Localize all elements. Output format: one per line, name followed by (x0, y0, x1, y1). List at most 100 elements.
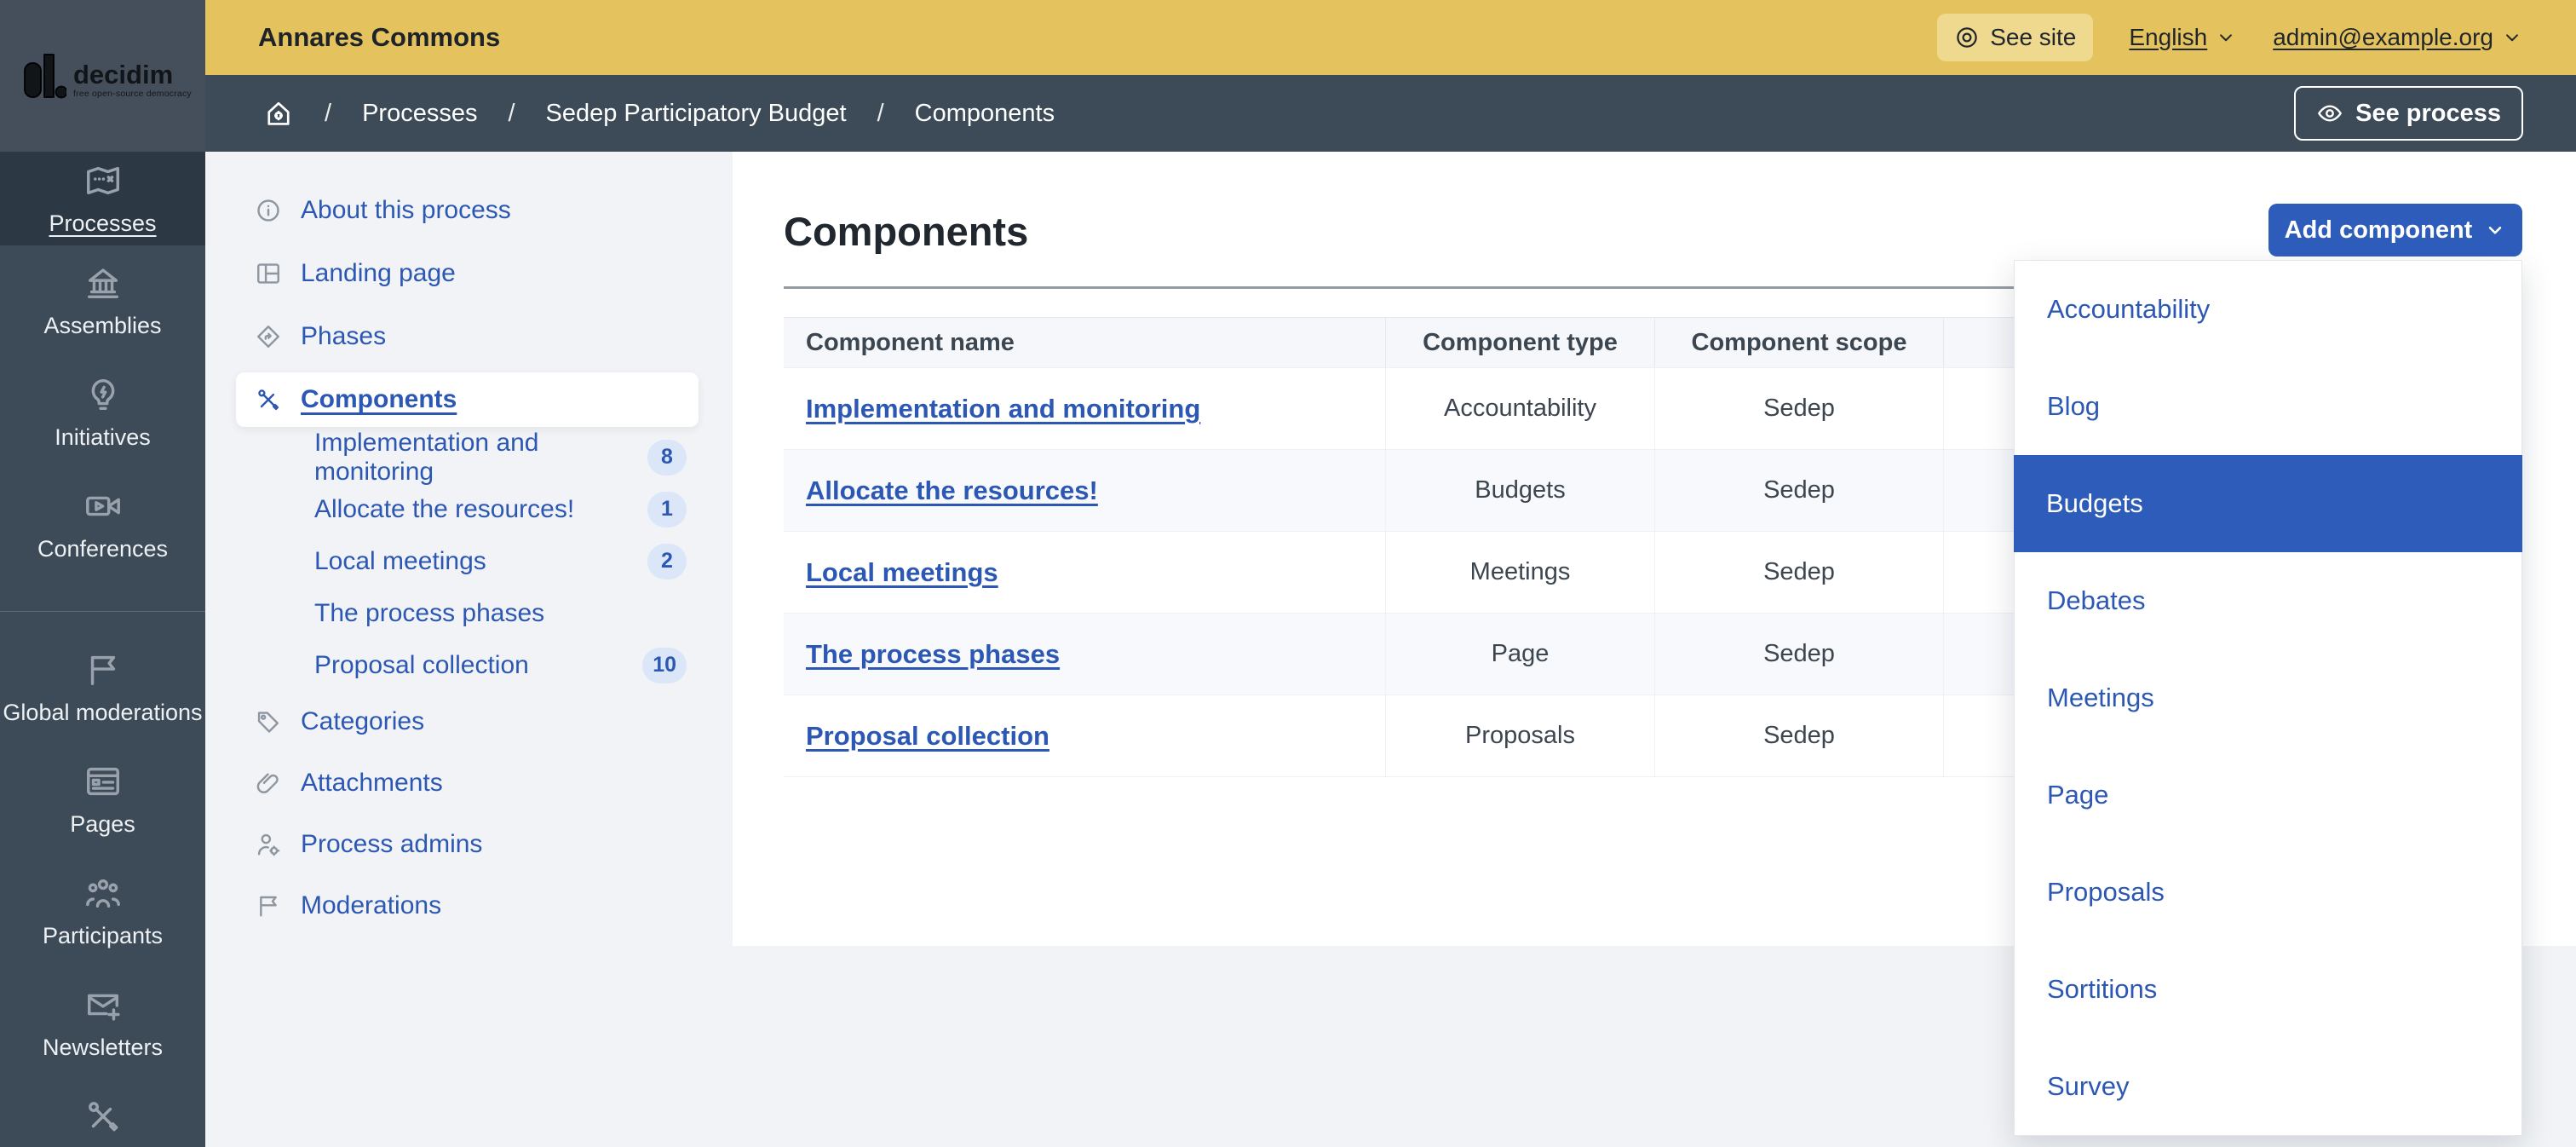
add-component-dropdown: Accountability Blog Budgets Debates Meet… (2014, 260, 2522, 1136)
flag-icon (83, 650, 123, 689)
language-menu[interactable]: English (2129, 24, 2237, 51)
dropdown-item-accountability[interactable]: Accountability (2047, 294, 2211, 324)
page-title: Components (784, 209, 1029, 254)
nav-item-process-admins[interactable]: Process admins (205, 814, 733, 875)
component-link[interactable]: Proposal collection (806, 720, 1049, 751)
component-type: Budgets (1386, 450, 1655, 531)
breadcrumb-separator: / (508, 99, 515, 127)
nav-item-label: Process admins (301, 830, 483, 858)
add-component-button[interactable]: Add component (2268, 204, 2522, 256)
sidebar-item-assemblies[interactable]: Assemblies (0, 245, 205, 357)
nav-item-landing-page[interactable]: Landing page (205, 242, 733, 305)
column-header-name: Component name (784, 318, 1386, 367)
nav-subitem-label: Proposal collection (314, 650, 529, 679)
account-menu[interactable]: admin@example.org (2273, 24, 2523, 51)
dropdown-item-proposals[interactable]: Proposals (2047, 877, 2165, 907)
mail-add-icon (83, 985, 123, 1024)
chevron-down-icon (2501, 26, 2523, 49)
sidebar-item-label: Pages (70, 811, 135, 837)
dropdown-item-debates[interactable]: Debates (2047, 585, 2146, 615)
dropdown-item-blog[interactable]: Blog (2047, 391, 2101, 421)
nav-subitem-local-meetings[interactable]: Local meetings 2 (205, 535, 733, 587)
add-component-label: Add component (2284, 216, 2473, 244)
nav-item-attachments[interactable]: Attachments (205, 752, 733, 814)
see-process-button[interactable]: See process (2294, 86, 2523, 141)
nav-subitem-process-phases[interactable]: The process phases (205, 587, 733, 639)
sidebar-item-label: Newsletters (42, 1035, 164, 1060)
see-site-label: See site (1990, 24, 2077, 50)
component-link[interactable]: The process phases (806, 638, 1061, 669)
flag-icon (255, 892, 282, 919)
nav-item-label: Attachments (301, 769, 443, 797)
language-label: English (2129, 24, 2208, 50)
sidebar-item-settings[interactable]: Settings (0, 1079, 205, 1147)
paperclip-icon (255, 769, 282, 797)
sidebar-item-conferences[interactable]: Conferences (0, 469, 205, 580)
dropdown-item-budgets[interactable]: Budgets (2014, 455, 2522, 552)
organization-name: Annares Commons (258, 22, 501, 52)
brand-name: decidim (73, 60, 174, 89)
breadcrumb-processes[interactable]: Processes (362, 99, 478, 127)
component-scope: Sedep (1655, 614, 1944, 695)
breadcrumb-bar: / Processes / Sedep Participatory Budget… (205, 75, 2576, 152)
people-group-icon (83, 873, 123, 913)
breadcrumb-separator: / (877, 99, 884, 127)
component-link[interactable]: Local meetings (806, 556, 998, 587)
component-type: Page (1386, 614, 1655, 695)
sidebar-item-processes[interactable]: Processes (0, 152, 205, 245)
price-tag-icon (255, 708, 282, 735)
nav-subitem-allocate-resources[interactable]: Allocate the resources! 1 (205, 483, 733, 535)
see-site-button[interactable]: See site (1937, 14, 2094, 61)
dropdown-item-survey[interactable]: Survey (2047, 1071, 2130, 1101)
nav-item-moderations[interactable]: Moderations (205, 875, 733, 937)
table-row: Implementation and monitoring Accountabi… (784, 367, 2517, 449)
nav-item-components[interactable]: Components (236, 372, 699, 427)
nav-item-phases[interactable]: Phases (205, 305, 733, 368)
component-type: Proposals (1386, 695, 1655, 776)
dropdown-item-sortitions[interactable]: Sortitions (2047, 974, 2158, 1004)
component-link[interactable]: Implementation and monitoring (806, 393, 1201, 424)
nav-item-label: Moderations (301, 891, 442, 919)
count-badge: 2 (647, 543, 687, 579)
sidebar-item-label: Participants (42, 923, 164, 948)
sidebar-item-newsletters[interactable]: Newsletters (0, 967, 205, 1079)
breadcrumb-process-name[interactable]: Sedep Participatory Budget (545, 99, 847, 127)
sidebar-divider (0, 611, 205, 612)
breadcrumb-components: Components (914, 99, 1055, 127)
info-icon (255, 197, 282, 224)
sidebar-item-label: Conferences (37, 536, 169, 562)
sidebar-item-initiatives[interactable]: Initiatives (0, 357, 205, 469)
dropdown-item-meetings[interactable]: Meetings (2047, 683, 2154, 712)
government-building-icon (83, 263, 123, 303)
tools-icon (83, 1097, 123, 1136)
nav-item-about-process[interactable]: About this process (205, 179, 733, 242)
sidebar-item-pages[interactable]: Pages (0, 744, 205, 856)
component-link[interactable]: Allocate the resources! (806, 475, 1098, 505)
nav-item-label: Categories (301, 707, 425, 735)
nav-subitem-implementation[interactable]: Implementation and monitoring 8 (205, 429, 733, 486)
home-icon[interactable] (263, 98, 294, 129)
top-bar: Annares Commons See site English admin@e… (205, 0, 2576, 75)
sidebar-item-global-moderations[interactable]: Global moderations (0, 632, 205, 744)
nav-subitem-label: Implementation and monitoring (314, 428, 539, 486)
column-header-scope: Component scope (1655, 318, 1944, 367)
decidim-logo[interactable]: decidim free open-source democracy (0, 0, 205, 152)
map-icon (83, 161, 123, 200)
sidebar-item-participants[interactable]: Participants (0, 856, 205, 967)
account-label: admin@example.org (2273, 24, 2493, 50)
component-scope: Sedep (1655, 695, 1944, 776)
nav-item-categories[interactable]: Categories (205, 691, 733, 752)
table-row: Local meetings Meetings Sedep (784, 531, 2517, 613)
sidebar-item-label: Assemblies (43, 313, 162, 338)
component-type: Accountability (1386, 368, 1655, 449)
nav-item-label: Components (301, 385, 457, 413)
nav-item-label: About this process (301, 196, 511, 224)
eye-icon (2316, 100, 2343, 127)
nav-subitem-proposal-collection[interactable]: Proposal collection 10 (205, 639, 733, 691)
dropdown-item-page[interactable]: Page (2047, 780, 2109, 810)
nav-item-label: Landing page (301, 259, 456, 287)
chevron-down-icon (2215, 26, 2237, 49)
component-scope: Sedep (1655, 450, 1944, 531)
nav-item-label: Phases (301, 322, 387, 350)
main-sidebar: Processes Assemblies Initiatives Confere… (0, 152, 205, 1147)
